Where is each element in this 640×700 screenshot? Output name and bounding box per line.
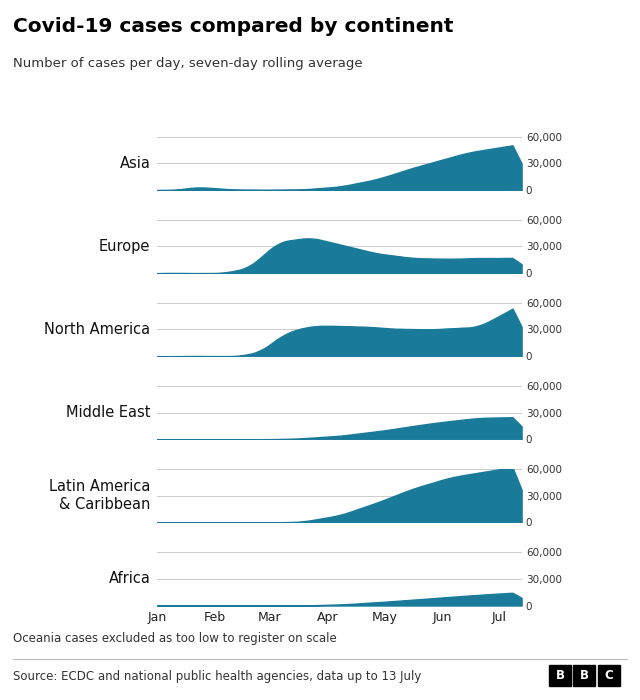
- Text: Oceania cases excluded as too low to register on scale: Oceania cases excluded as too low to reg…: [13, 632, 337, 645]
- Text: Covid-19 cases compared by continent: Covid-19 cases compared by continent: [13, 18, 453, 36]
- Text: North America: North America: [44, 322, 150, 337]
- Text: Number of cases per day, seven-day rolling average: Number of cases per day, seven-day rolli…: [13, 57, 362, 71]
- Text: Asia: Asia: [120, 156, 150, 171]
- Text: B: B: [556, 669, 564, 682]
- Text: Middle East: Middle East: [66, 405, 150, 420]
- Text: Europe: Europe: [99, 239, 150, 254]
- Text: C: C: [604, 669, 613, 682]
- Text: Latin America
& Caribbean: Latin America & Caribbean: [49, 480, 150, 512]
- Text: Africa: Africa: [109, 571, 150, 586]
- Text: Source: ECDC and national public health agencies, data up to 13 July: Source: ECDC and national public health …: [13, 670, 421, 683]
- Text: B: B: [580, 669, 589, 682]
